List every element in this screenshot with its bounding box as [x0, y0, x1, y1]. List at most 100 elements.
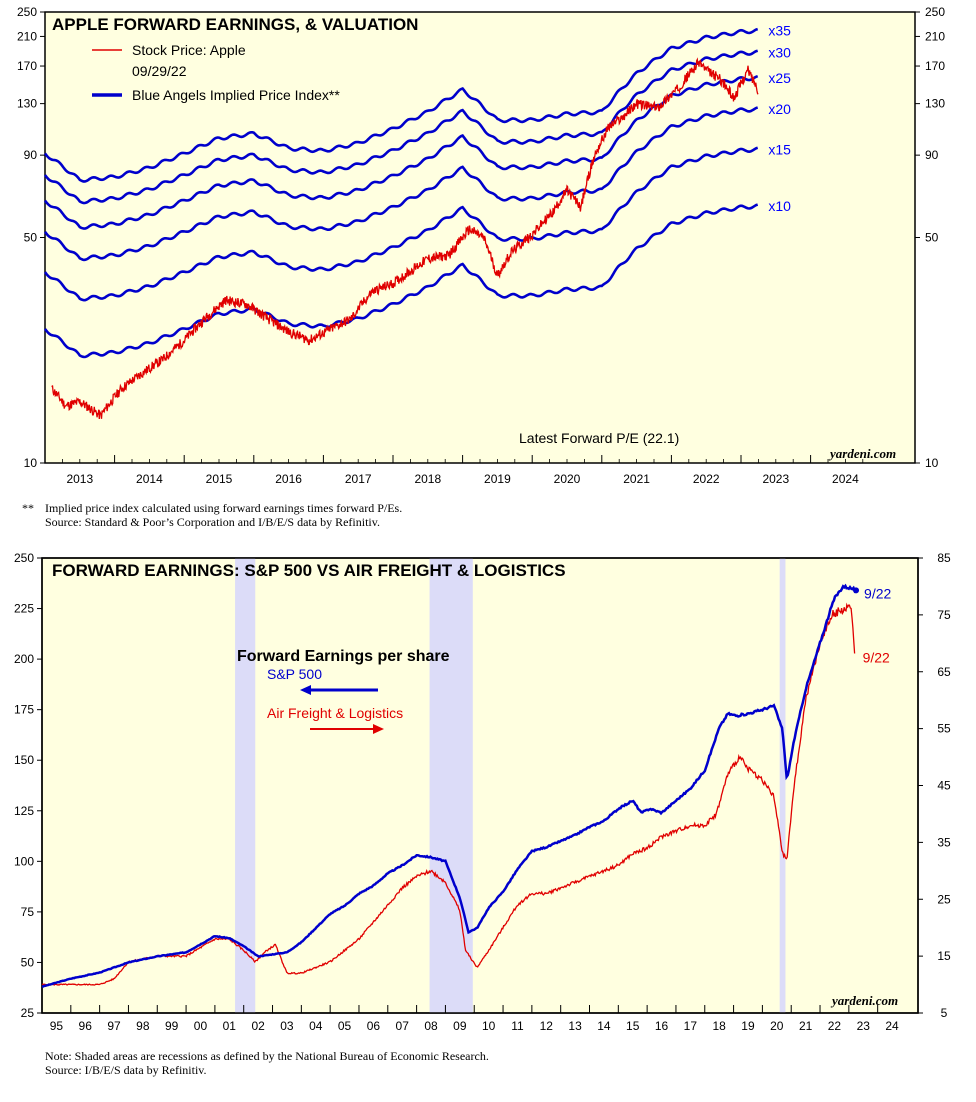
x-tick-label: 96	[79, 1019, 93, 1033]
y-axis-left: 10 50 90 130 170 210 250	[17, 5, 45, 470]
y-tick-label: 25	[937, 892, 951, 906]
y-tick-label: 65	[937, 665, 951, 679]
chart-subtitle: Forward Earnings per share	[237, 648, 450, 665]
x-axis: 2013 2014 2015 2016 2017 2018 2019 2020 2021 2022…	[62, 455, 864, 486]
plot-area	[44, 11, 916, 464]
y-tick-label: 210	[925, 29, 945, 43]
y-tick-label: 45	[937, 779, 951, 793]
x-tick-label: 05	[338, 1019, 352, 1033]
x-tick-label: 2024	[832, 472, 859, 486]
y-tick-label: 75	[937, 608, 951, 622]
x-tick-label: 2014	[136, 472, 163, 486]
x-tick-label: 11	[511, 1019, 524, 1033]
x-tick-label: 04	[309, 1019, 323, 1033]
y-tick-label: 25	[21, 1006, 35, 1020]
x-tick-label: 03	[280, 1019, 294, 1033]
multiple-label: x30	[768, 44, 791, 60]
apple-valuation-chart: 10 50 90 130 170 210 250 10 50 90 130 170 210 250 20…	[17, 5, 945, 486]
y-tick-label: 175	[14, 703, 34, 717]
y-tick-label: 130	[17, 97, 37, 111]
arrow-left-icon	[300, 685, 311, 695]
y-tick-label: 50	[925, 231, 939, 245]
y-tick-label: 50	[24, 231, 38, 245]
recession-band	[429, 558, 473, 1013]
air-end-label: 9/22	[863, 650, 890, 666]
x-tick-label: 98	[136, 1019, 150, 1033]
arrow-right-icon	[373, 724, 384, 734]
x-tick-label: 14	[597, 1019, 611, 1033]
implied-price-line-x15	[43, 146, 759, 302]
x-tick-label: 07	[396, 1019, 410, 1033]
y-axis-right: 10 50 90 130 170 210 250	[915, 5, 945, 470]
x-tick-label: 97	[107, 1019, 121, 1033]
note-text: Note: Shaded areas are recessions as def…	[45, 1049, 489, 1063]
y-tick-label: 85	[937, 551, 951, 565]
x-tick-label: 10	[482, 1019, 496, 1033]
y-tick-label: 170	[17, 59, 37, 73]
y-tick-label: 125	[14, 804, 34, 818]
y-tick-label: 10	[925, 456, 939, 470]
x-axis: 95 96 97 98 99 00 01 02 03 04 05 06 07 08 09 10 11 12 13 14…	[50, 1005, 899, 1033]
x-tick-label: 24	[885, 1019, 899, 1033]
x-tick-label: 19	[741, 1019, 755, 1033]
y-tick-label: 225	[14, 602, 34, 616]
footnote-source: Source: Standard & Poor’s Corporation an…	[45, 515, 380, 529]
x-tick-label: 95	[50, 1019, 64, 1033]
x-tick-label: 2016	[275, 472, 302, 486]
sp500-end-marker	[853, 587, 860, 594]
x-tick-label: 2018	[414, 472, 441, 486]
y-tick-label: 200	[14, 652, 34, 666]
multiple-label: x20	[768, 101, 791, 117]
legend-sp500-label: S&P 500	[267, 666, 322, 682]
x-tick-label: 2015	[206, 472, 233, 486]
air-freight-line	[41, 602, 856, 986]
x-tick-label: 17	[684, 1019, 698, 1033]
recession-band	[779, 558, 786, 1013]
y-tick-label: 210	[17, 29, 37, 43]
x-tick-label: 09	[453, 1019, 467, 1033]
y-tick-label: 250	[14, 551, 34, 565]
x-tick-label: 15	[626, 1019, 640, 1033]
x-tick-label: 22	[828, 1019, 842, 1033]
legend-price-label: Stock Price: Apple	[132, 42, 246, 58]
legend-price-date: 09/29/22	[132, 63, 187, 79]
y-axis-left: 25 50 75 100 125 150 175 200 225 250	[14, 551, 42, 1020]
implied-price-line-x35	[43, 27, 759, 183]
implied-price-line-x25	[43, 74, 759, 230]
x-tick-label: 2017	[345, 472, 372, 486]
x-tick-label: 00	[194, 1019, 208, 1033]
y-tick-label: 100	[14, 854, 34, 868]
y-tick-label: 250	[17, 5, 37, 19]
brand-label: yardeni.com	[828, 446, 896, 461]
y-tick-label: 250	[925, 5, 945, 19]
x-tick-label: 99	[165, 1019, 179, 1033]
multiple-labels: x10 x15 x20 x25 x30 x35	[768, 23, 791, 215]
footnote-implied: Implied price index calculated using for…	[45, 501, 402, 515]
implied-price-line-x30	[43, 49, 759, 205]
x-tick-label: 23	[857, 1019, 871, 1033]
y-tick-label: 55	[937, 722, 951, 736]
x-tick-label: 08	[424, 1019, 438, 1033]
multiple-label: x35	[768, 23, 791, 39]
recession-band	[235, 558, 256, 1013]
x-tick-label: 2019	[484, 472, 511, 486]
implied-price-line-x20	[43, 106, 759, 262]
legend-air-label: Air Freight & Logistics	[267, 705, 403, 721]
x-tick-label: 2020	[554, 472, 581, 486]
brand-label: yardeni.com	[830, 993, 898, 1008]
x-tick-label: 06	[367, 1019, 381, 1033]
chart-title: FORWARD EARNINGS: S&P 500 VS AIR FREIGHT…	[52, 561, 566, 580]
footnote-marker: **	[22, 501, 34, 515]
y-tick-label: 90	[925, 148, 939, 162]
x-tick-label: 18	[712, 1019, 726, 1033]
implied-price-line-x10	[43, 203, 759, 359]
source-text: Source: I/B/E/S data by Refinitiv.	[45, 1063, 207, 1077]
y-tick-label: 10	[24, 456, 38, 470]
y-tick-label: 50	[21, 955, 35, 969]
multiple-label: x25	[768, 70, 791, 86]
recession-bands	[235, 558, 786, 1013]
x-tick-label: 16	[655, 1019, 669, 1033]
y-tick-label: 90	[24, 148, 38, 162]
